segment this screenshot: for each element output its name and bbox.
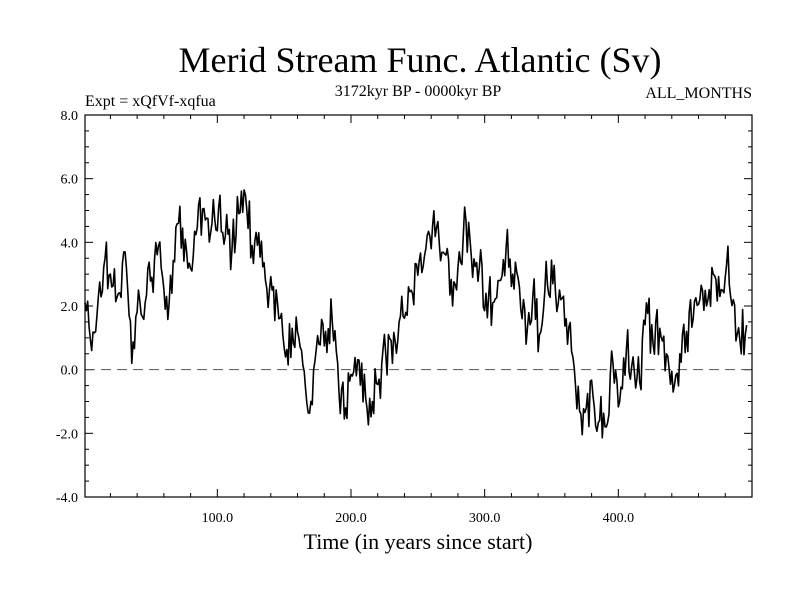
axis-ticks <box>85 114 752 498</box>
plot-frame <box>84 114 753 498</box>
series-line <box>84 189 748 439</box>
x-tick-label: 200.0 <box>335 511 367 526</box>
y-tick-label: 2.0 <box>61 300 79 315</box>
time-range-label: 3172kyr BP - 0000kyr BP <box>335 83 502 100</box>
months-label: ALL_MONTHS <box>645 85 752 102</box>
y-axis-tick-labels: -4.0 -2.0 0.0 2.0 4.0 6.0 8.0 <box>56 109 78 506</box>
experiment-label: Expt = xQfVf-xqfua <box>85 93 216 110</box>
y-tick-label: 4.0 <box>61 236 79 251</box>
chart-title: Merid Stream Func. Atlantic (Sv) <box>179 40 662 80</box>
x-axis-label: Time (in years since start) <box>304 529 533 554</box>
y-tick-label: 6.0 <box>61 173 79 188</box>
y-tick-label: 0.0 <box>61 364 79 379</box>
y-tick-label: -4.0 <box>56 491 78 506</box>
x-tick-label: 100.0 <box>202 511 234 526</box>
x-tick-label: 300.0 <box>469 511 501 526</box>
x-tick-label: 400.0 <box>603 511 635 526</box>
y-tick-label: 8.0 <box>61 109 79 124</box>
x-axis-tick-labels: 100.0 200.0 300.0 400.0 <box>202 511 635 526</box>
y-tick-label: -2.0 <box>56 427 78 442</box>
